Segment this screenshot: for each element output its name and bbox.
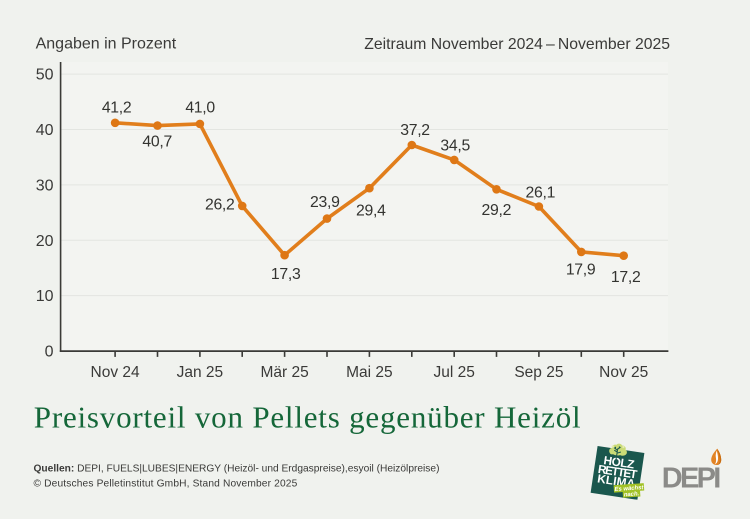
svg-text:26,1: 26,1 xyxy=(526,185,556,202)
svg-text:DEPI: DEPI xyxy=(662,463,722,495)
svg-text:Mär 25: Mär 25 xyxy=(260,364,308,381)
svg-text:0: 0 xyxy=(45,344,54,361)
svg-text:RETTET: RETTET xyxy=(597,462,639,482)
svg-text:Es wächst: Es wächst xyxy=(614,485,644,493)
svg-text:23,9: 23,9 xyxy=(310,194,340,211)
svg-text:30: 30 xyxy=(36,178,54,195)
svg-text:10: 10 xyxy=(36,288,54,305)
svg-text:41,0: 41,0 xyxy=(185,100,215,117)
svg-text:29,2: 29,2 xyxy=(482,202,512,219)
svg-text:Preisvorteil von Pellets gegen: Preisvorteil von Pellets gegenüber Heizö… xyxy=(34,400,582,435)
svg-text:Jul 25: Jul 25 xyxy=(434,364,475,381)
svg-text:HOLZ: HOLZ xyxy=(603,453,636,471)
svg-text:41,2: 41,2 xyxy=(102,100,132,117)
svg-text:26,2: 26,2 xyxy=(205,196,235,213)
svg-text:© Deutsches Pelletinstitut Gmb: © Deutsches Pelletinstitut GmbH, Stand N… xyxy=(34,478,298,489)
svg-text:17,3: 17,3 xyxy=(271,266,301,283)
svg-text:50: 50 xyxy=(36,67,54,84)
svg-text:Zeitraum November 2024 – Novem: Zeitraum November 2024 – November 2025 xyxy=(364,36,670,53)
svg-text:Nov 25: Nov 25 xyxy=(599,364,648,381)
svg-text:29,4: 29,4 xyxy=(356,203,386,220)
svg-text:Angaben in Prozent: Angaben in Prozent xyxy=(36,35,177,52)
svg-text:Nov 24: Nov 24 xyxy=(91,364,140,381)
svg-text:34,5: 34,5 xyxy=(440,137,470,154)
svg-text:Mai 25: Mai 25 xyxy=(346,364,393,381)
svg-text:40: 40 xyxy=(36,122,54,139)
svg-text:Sep 25: Sep 25 xyxy=(514,364,563,381)
svg-text:20: 20 xyxy=(36,233,54,250)
svg-text:40,7: 40,7 xyxy=(142,133,172,150)
svg-text:17,9: 17,9 xyxy=(566,261,596,278)
svg-text:nach.: nach. xyxy=(624,491,640,498)
svg-text:17,2: 17,2 xyxy=(611,269,641,286)
svg-text:37,2: 37,2 xyxy=(400,122,430,139)
svg-text:Quellen: DEPI, FUELS|LUBES|ENE: Quellen: DEPI, FUELS|LUBES|ENERGY (Heizö… xyxy=(34,463,440,474)
svg-text:Jan 25: Jan 25 xyxy=(177,364,224,381)
